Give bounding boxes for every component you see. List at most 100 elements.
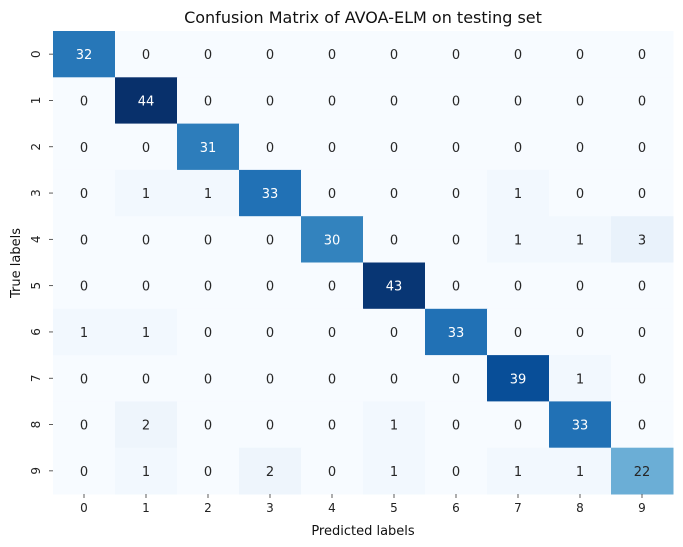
cell-value-label: 0 bbox=[80, 372, 88, 387]
cell-value-label: 0 bbox=[576, 187, 584, 202]
heatmap-cell bbox=[363, 31, 426, 78]
heatmap-cell bbox=[611, 77, 674, 125]
x-tick-label: 7 bbox=[514, 501, 522, 515]
cell-value-label: 33 bbox=[448, 326, 465, 341]
cell-value-label: 0 bbox=[266, 372, 274, 387]
cell-value-label: 0 bbox=[80, 280, 88, 295]
cell-value-label: 0 bbox=[142, 48, 150, 63]
cell-value-label: 1 bbox=[80, 326, 88, 341]
cell-value-label: 33 bbox=[572, 419, 589, 434]
heatmap-cell bbox=[301, 401, 364, 449]
cell-value-label: 22 bbox=[634, 465, 651, 480]
heatmap-cell bbox=[239, 169, 302, 217]
cell-value-label: 0 bbox=[266, 94, 274, 109]
heatmap-cell bbox=[611, 308, 674, 356]
heatmap-cell bbox=[487, 262, 550, 310]
heatmap-cell bbox=[239, 355, 302, 402]
heatmap-cell bbox=[115, 308, 178, 356]
heatmap-cell bbox=[487, 123, 550, 171]
cell-value-label: 0 bbox=[204, 233, 212, 248]
cell-value-label: 0 bbox=[390, 326, 398, 341]
x-tick-label: 3 bbox=[266, 501, 274, 515]
heatmap-cell bbox=[115, 77, 178, 125]
cell-value-label: 0 bbox=[638, 372, 646, 387]
heatmap-cell bbox=[425, 355, 488, 402]
y-tick-label: 4 bbox=[29, 236, 43, 244]
cell-value-label: 0 bbox=[80, 465, 88, 480]
y-tick-label: 7 bbox=[29, 374, 43, 382]
cell-value-label: 0 bbox=[142, 233, 150, 248]
heatmap-cell bbox=[549, 355, 612, 402]
cell-value-label: 1 bbox=[576, 233, 584, 248]
heatmap-cell bbox=[115, 447, 178, 495]
heatmap-cell bbox=[239, 262, 302, 310]
cell-value-label: 0 bbox=[514, 141, 522, 156]
cell-value-label: 0 bbox=[204, 419, 212, 434]
heatmap-cell-labels: 32 0 0 0 0 0 0 0 0 00 44 0 0 0 0 0 0 0 00 0 31 0 0 0 0 0 0 00 1 1 33 0 0… bbox=[76, 48, 651, 480]
heatmap-cell bbox=[301, 31, 364, 78]
heatmap-cell bbox=[425, 401, 488, 449]
heatmap-cell bbox=[177, 308, 240, 356]
x-axis-ticks: 0 1 2 3 4 5 6 7 8 9 bbox=[80, 494, 646, 515]
x-tick-label: 4 bbox=[328, 501, 336, 515]
cell-value-label: 3 bbox=[638, 233, 646, 248]
cell-value-label: 1 bbox=[142, 326, 150, 341]
cell-value-label: 1 bbox=[514, 465, 522, 480]
cell-value-label: 0 bbox=[204, 48, 212, 63]
cell-value-label: 0 bbox=[638, 419, 646, 434]
cell-value-label: 33 bbox=[262, 187, 279, 202]
heatmap-cell bbox=[363, 77, 426, 125]
heatmap-cell bbox=[115, 262, 178, 310]
cell-value-label: 0 bbox=[80, 419, 88, 434]
y-tick-label: 5 bbox=[29, 282, 43, 290]
cell-value-label: 0 bbox=[576, 48, 584, 63]
heatmap-cell bbox=[53, 447, 116, 495]
heatmap-cell bbox=[425, 447, 488, 495]
cell-value-label: 0 bbox=[576, 141, 584, 156]
cell-value-label: 0 bbox=[390, 372, 398, 387]
cell-value-label: 0 bbox=[266, 141, 274, 156]
cell-value-label: 0 bbox=[328, 141, 336, 156]
chart-title: Confusion Matrix of AVOA-ELM on testing … bbox=[184, 8, 542, 27]
heatmap-cell bbox=[177, 31, 240, 78]
cell-value-label: 30 bbox=[324, 233, 341, 248]
cell-value-label: 0 bbox=[204, 280, 212, 295]
heatmap-cell bbox=[177, 216, 240, 263]
heatmap-cell bbox=[53, 123, 116, 171]
cell-value-label: 0 bbox=[452, 465, 460, 480]
y-tick-label: 9 bbox=[29, 467, 43, 475]
x-tick-label: 0 bbox=[80, 501, 88, 515]
heatmap-cell bbox=[301, 123, 364, 171]
heatmap-cell bbox=[549, 308, 612, 356]
cell-value-label: 0 bbox=[514, 280, 522, 295]
cell-value-label: 0 bbox=[142, 141, 150, 156]
cell-value-label: 0 bbox=[638, 187, 646, 202]
cell-value-label: 1 bbox=[514, 233, 522, 248]
cell-value-label: 0 bbox=[142, 372, 150, 387]
heatmap-cell bbox=[487, 401, 550, 449]
cell-value-label: 0 bbox=[514, 419, 522, 434]
cell-value-label: 0 bbox=[514, 326, 522, 341]
x-tick-label: 9 bbox=[638, 501, 646, 515]
heatmap-cell bbox=[177, 77, 240, 125]
heatmap-cell bbox=[363, 169, 426, 217]
cell-value-label: 0 bbox=[638, 326, 646, 341]
heatmap-cell bbox=[549, 447, 612, 495]
cell-value-label: 1 bbox=[204, 187, 212, 202]
cell-value-label: 2 bbox=[266, 465, 274, 480]
heatmap-cell bbox=[115, 355, 178, 402]
x-tick-label: 1 bbox=[142, 501, 150, 515]
heatmap-cell bbox=[425, 308, 488, 356]
y-tick-label: 0 bbox=[29, 50, 43, 58]
y-tick-label: 2 bbox=[29, 143, 43, 151]
heatmap-cell bbox=[301, 216, 364, 263]
cell-value-label: 0 bbox=[514, 94, 522, 109]
heatmap-cell bbox=[363, 123, 426, 171]
cell-value-label: 0 bbox=[638, 94, 646, 109]
cell-value-label: 0 bbox=[328, 372, 336, 387]
x-tick-label: 8 bbox=[576, 501, 584, 515]
heatmap-cell bbox=[549, 123, 612, 171]
heatmap-cell bbox=[611, 401, 674, 449]
heatmap-cell bbox=[425, 123, 488, 171]
